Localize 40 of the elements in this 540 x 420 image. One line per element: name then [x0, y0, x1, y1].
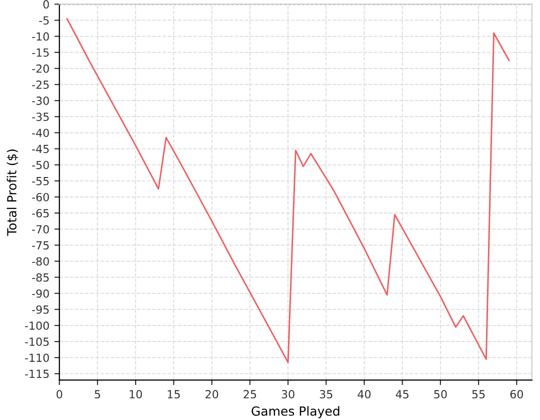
- x-tick-label: 30: [282, 390, 294, 398]
- y-tick-label: -85: [32, 273, 49, 282]
- y-tick-label: -70: [32, 225, 49, 234]
- y-tick-label: -110: [25, 354, 49, 362]
- x-tick-label: 60: [510, 390, 523, 398]
- y-tick-label: 0: [43, 0, 49, 9]
- y-tick-label: -65: [32, 209, 49, 218]
- y-tick-label: -25: [32, 80, 49, 89]
- x-tick-label: 5: [94, 390, 100, 398]
- y-tick-label: -45: [32, 144, 49, 154]
- y-tick-label: -105: [25, 338, 49, 346]
- y-tick-label: -80: [32, 257, 49, 266]
- x-axis-title: Games Played: [252, 406, 340, 418]
- y-tick-label: -10: [32, 32, 49, 41]
- x-tick-label: 25: [244, 390, 256, 398]
- y-axis-title: Total Profit ($): [6, 150, 18, 236]
- y-tick-label: -15: [32, 48, 49, 57]
- y-tick-label: -100: [25, 321, 49, 330]
- x-tick-label: 55: [472, 390, 485, 398]
- y-tick-label: -60: [32, 192, 49, 202]
- line-series: [66, 18, 510, 364]
- x-tick-label: 50: [434, 390, 447, 398]
- y-tick-label: -90: [32, 289, 49, 298]
- x-tick-label: 15: [168, 390, 180, 398]
- x-tick-label: 10: [130, 390, 142, 398]
- x-tick-label: 35: [320, 390, 332, 398]
- y-tick-label: -55: [32, 177, 49, 186]
- y-tick-label: -95: [32, 305, 49, 314]
- y-tick-label: -50: [32, 160, 49, 170]
- x-tick-label: 0: [56, 390, 62, 398]
- y-tick-label: -115: [25, 370, 49, 378]
- y-tick-label: -20: [32, 64, 49, 73]
- y-tick-label: -75: [32, 241, 49, 250]
- x-tick-label: 20: [206, 390, 218, 398]
- y-tick-label: -35: [32, 112, 49, 122]
- y-tick-label: -40: [32, 128, 49, 138]
- x-tick-label: 40: [358, 390, 371, 398]
- y-tick-label: -5: [39, 16, 49, 25]
- y-tick-label: -30: [32, 96, 49, 105]
- x-tick-label: 45: [396, 390, 408, 398]
